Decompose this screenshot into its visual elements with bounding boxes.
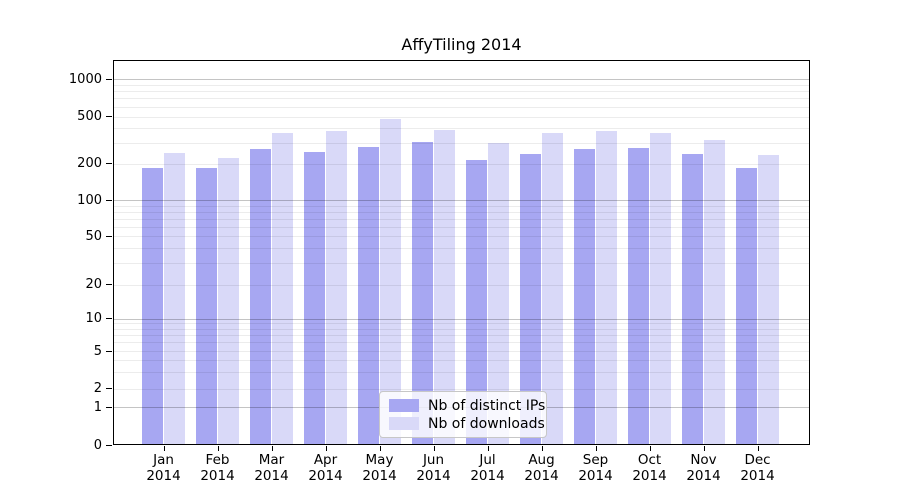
- bar-distinct-ips-apr: [304, 152, 325, 445]
- x-tick-label-apr: Apr 2014: [308, 452, 343, 484]
- bar-downloads-oct: [650, 133, 671, 445]
- x-tick-oct: [649, 446, 651, 451]
- bar-downloads-jan: [164, 152, 185, 445]
- x-tick-label-sep: Sep 2014: [578, 452, 613, 484]
- bar-distinct-ips-feb: [196, 167, 217, 445]
- x-tick-label-feb: Feb 2014: [200, 452, 235, 484]
- y-tick-10: [106, 318, 112, 319]
- y-tick-label-100: 100: [77, 192, 102, 208]
- legend: Nb of distinct IPs Nb of downloads: [379, 391, 547, 438]
- x-tick-jan: [163, 446, 165, 451]
- bar-distinct-ips-jun: [412, 142, 433, 445]
- legend-item-distinct-ips: Nb of distinct IPs: [389, 397, 545, 414]
- y-tick-200: [106, 163, 112, 164]
- x-tick-aug: [541, 446, 543, 451]
- x-tick-label-dec: Dec 2014: [740, 452, 775, 484]
- x-tick-feb: [217, 446, 219, 451]
- x-tick-label-nov: Nov 2014: [686, 452, 721, 484]
- legend-label-downloads: Nb of downloads: [428, 415, 545, 432]
- legend-swatch-downloads: [389, 417, 419, 430]
- bar-distinct-ips-aug: [520, 154, 541, 445]
- y-tick-label-50: 50: [85, 228, 102, 244]
- y-tick-5: [106, 350, 112, 352]
- x-tick-apr: [325, 446, 327, 451]
- x-tick-dec: [757, 446, 759, 451]
- x-tick-sep: [595, 446, 597, 451]
- y-tick-500: [106, 116, 112, 117]
- y-tick-label-500: 500: [77, 109, 102, 124]
- bar-downloads-jul: [488, 143, 509, 445]
- x-tick-label-jan: Jan 2014: [146, 452, 181, 484]
- bar-distinct-ips-jan: [142, 167, 163, 445]
- bar-downloads-dec: [758, 155, 779, 445]
- y-tick-2: [106, 388, 112, 389]
- x-tick-jun: [433, 446, 435, 451]
- plot-area: [113, 60, 810, 445]
- bar-distinct-ips-mar: [250, 148, 271, 445]
- y-tick-1000: [106, 78, 112, 80]
- x-tick-label-jun: Jun 2014: [416, 452, 451, 484]
- y-tick-label-5: 5: [93, 343, 102, 359]
- bar-downloads-nov: [704, 139, 725, 445]
- bar-distinct-ips-dec: [736, 168, 757, 445]
- x-tick-label-mar: Mar 2014: [254, 452, 289, 484]
- bar-downloads-mar: [272, 132, 293, 445]
- legend-swatch-distinct-ips: [389, 399, 419, 412]
- legend-item-downloads: Nb of downloads: [389, 415, 545, 432]
- x-tick-mar: [271, 446, 273, 451]
- y-tick-20: [106, 284, 112, 285]
- y-tick-label-0: 0: [93, 437, 102, 453]
- y-tick-1: [106, 406, 112, 408]
- x-tick-label-aug: Aug 2014: [524, 452, 559, 484]
- bar-downloads-jun: [434, 129, 455, 445]
- y-tick-0: [106, 444, 112, 446]
- x-tick-label-oct: Oct 2014: [632, 452, 667, 484]
- x-tick-nov: [703, 446, 705, 451]
- bar-downloads-feb: [218, 157, 239, 445]
- bar-downloads-apr: [326, 131, 347, 445]
- bar-distinct-ips-may: [358, 146, 379, 445]
- y-tick-label-1000: 1000: [68, 71, 102, 87]
- chart-title: AffyTiling 2014: [401, 35, 522, 54]
- bar-distinct-ips-jul: [466, 160, 487, 445]
- y-tick-label-1: 1: [93, 399, 102, 415]
- y-tick-label-200: 200: [77, 156, 102, 171]
- bar-downloads-aug: [542, 132, 563, 445]
- x-tick-label-jul: Jul 2014: [470, 452, 505, 484]
- x-tick-label-may: May 2014: [362, 452, 397, 484]
- bar-downloads-may: [380, 119, 401, 445]
- x-tick-may: [379, 446, 381, 451]
- y-tick-label-20: 20: [85, 277, 102, 292]
- x-tick-jul: [487, 446, 489, 451]
- legend-label-distinct-ips: Nb of distinct IPs: [428, 397, 546, 414]
- bar-downloads-sep: [596, 131, 617, 445]
- bar-distinct-ips-sep: [574, 149, 595, 445]
- bar-distinct-ips-nov: [682, 153, 703, 445]
- y-tick-50: [106, 235, 112, 237]
- y-tick-label-2: 2: [93, 381, 102, 396]
- bar-distinct-ips-oct: [628, 148, 649, 445]
- y-tick-100: [106, 199, 112, 201]
- y-tick-label-10: 10: [85, 311, 102, 326]
